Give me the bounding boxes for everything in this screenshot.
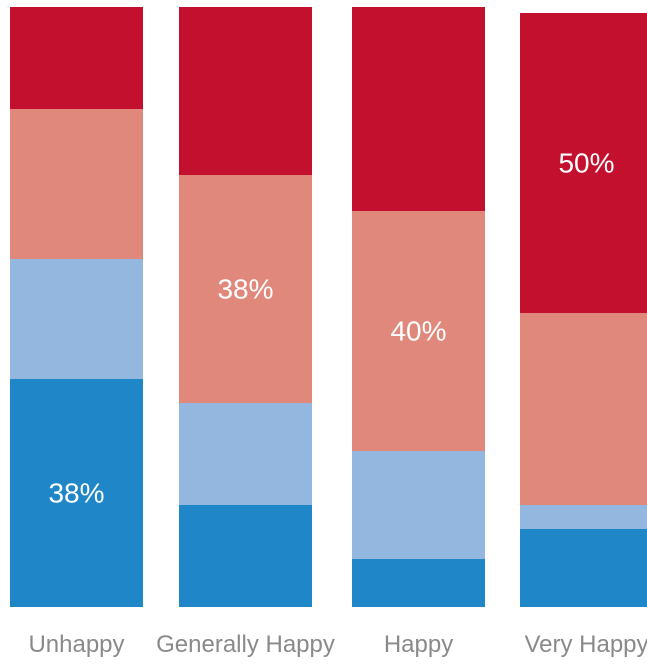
data-label-very-happy: 50% [558,148,614,179]
bar-segment-very-happy-1 [520,505,647,529]
bar-segment-unhappy-0 [10,379,143,607]
bar-segment-unhappy-2 [10,109,143,259]
bar-segment-unhappy-3 [10,7,143,109]
bar-segment-very-happy-3 [520,13,647,313]
bar-segment-generally-happy-2 [179,175,312,403]
category-label-generally-happy: Generally Happy [156,631,335,658]
bar-segment-happy-3 [352,7,485,211]
bars-group [10,7,647,607]
bar-segment-very-happy-2 [520,313,647,505]
bar-segment-generally-happy-3 [179,7,312,175]
category-label-unhappy: Unhappy [28,631,124,658]
data-label-unhappy: 38% [48,478,104,509]
bar-segment-unhappy-1 [10,259,143,379]
category-label-happy: Happy [384,631,453,658]
data-labels-group: 38% 38% 40% 50% [48,148,614,509]
bar-segment-happy-2 [352,211,485,451]
bar-segment-generally-happy-0 [179,505,312,607]
category-labels-group: Unhappy Generally Happy Happy Very Happy [28,631,647,658]
bar-segment-happy-1 [352,451,485,559]
data-label-happy: 40% [390,316,446,347]
category-label-very-happy: Very Happy [524,631,647,658]
bar-segment-happy-0 [352,559,485,607]
bar-segment-generally-happy-1 [179,403,312,505]
data-label-generally-happy: 38% [217,274,273,305]
bar-segment-very-happy-0 [520,529,647,607]
